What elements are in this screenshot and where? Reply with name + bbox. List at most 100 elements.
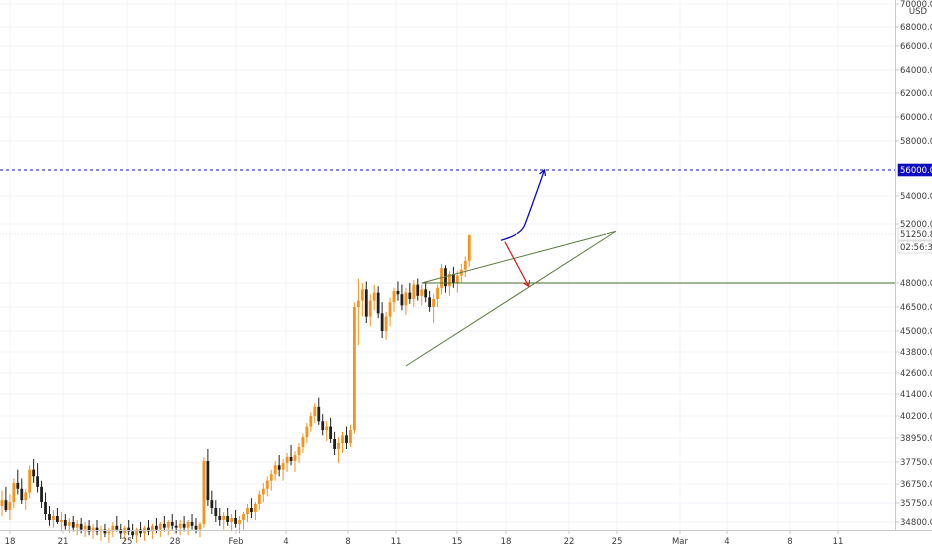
candle bbox=[277, 455, 281, 477]
candle bbox=[8, 494, 12, 520]
candle bbox=[155, 518, 158, 534]
x-tick-label: 18 bbox=[5, 537, 16, 547]
candle bbox=[353, 302, 356, 434]
candle bbox=[380, 302, 384, 338]
x-tick-label: 11 bbox=[833, 537, 844, 547]
candle bbox=[289, 445, 293, 466]
x-tick-label: 11 bbox=[391, 537, 402, 547]
x-tick-label: 4 bbox=[283, 537, 288, 547]
candle bbox=[293, 451, 297, 472]
candle bbox=[170, 514, 174, 530]
candle bbox=[234, 510, 237, 528]
candle bbox=[349, 424, 352, 447]
candle bbox=[436, 284, 439, 307]
candle bbox=[337, 437, 340, 464]
candle bbox=[12, 478, 16, 508]
y-tick-label: 40200.00 bbox=[900, 412, 932, 422]
candle bbox=[467, 234, 471, 267]
y-tick-label: 42600.00 bbox=[900, 369, 932, 379]
y-tick-label: 37750.00 bbox=[900, 458, 932, 468]
candle bbox=[28, 465, 32, 499]
bearish-arrow bbox=[504, 241, 530, 287]
currency-label: USD bbox=[909, 7, 928, 17]
candle bbox=[325, 421, 329, 441]
candle bbox=[404, 287, 408, 315]
bullish-arrow bbox=[500, 169, 546, 241]
candle bbox=[463, 256, 467, 278]
y-tick-label: 43800.00 bbox=[900, 348, 932, 358]
candle bbox=[285, 453, 289, 472]
candle bbox=[384, 311, 388, 340]
candle bbox=[305, 423, 309, 443]
candle bbox=[206, 449, 210, 506]
candle bbox=[143, 525, 146, 541]
candle bbox=[392, 287, 396, 312]
candle bbox=[368, 294, 372, 327]
candle bbox=[147, 520, 150, 536]
price-badges: 56000.00 51250.82 02:56:34 bbox=[897, 163, 932, 254]
candlestick-series bbox=[0, 234, 471, 543]
candle bbox=[428, 291, 432, 312]
candle bbox=[48, 506, 51, 526]
candle bbox=[218, 508, 222, 526]
candle bbox=[345, 426, 348, 449]
candle bbox=[412, 280, 416, 307]
bullish-arrow-head bbox=[539, 168, 547, 177]
y-tick-label: 68000.00 bbox=[900, 23, 932, 33]
candle bbox=[214, 500, 218, 522]
candle bbox=[432, 294, 435, 323]
candle bbox=[178, 520, 182, 536]
y-tick-label: 34800.00 bbox=[900, 518, 932, 528]
candle bbox=[91, 523, 95, 539]
candle bbox=[408, 283, 412, 304]
candle bbox=[87, 520, 91, 536]
candle bbox=[372, 284, 376, 311]
y-tick-label: 62000.00 bbox=[900, 89, 932, 99]
candle bbox=[273, 461, 277, 481]
candle bbox=[52, 510, 55, 528]
chart-grid bbox=[0, 0, 895, 530]
candle bbox=[166, 520, 170, 536]
candle bbox=[356, 278, 360, 345]
x-tick-label: 28 bbox=[170, 537, 181, 547]
pattern-drawings bbox=[0, 168, 895, 367]
y-tick-label: 64000.00 bbox=[900, 66, 932, 76]
y-tick-label: 54000.00 bbox=[900, 192, 932, 202]
candle bbox=[364, 281, 368, 323]
price-axis[interactable]: USD 70000.00 68000.00 66000.00 64000.00 6200… bbox=[895, 0, 932, 530]
candle bbox=[257, 490, 261, 510]
candle bbox=[24, 488, 28, 510]
candle bbox=[127, 520, 131, 536]
candle bbox=[242, 512, 245, 530]
candle bbox=[329, 417, 333, 443]
target-level-badge: 56000.00 bbox=[897, 163, 932, 177]
y-tick-label: 66000.00 bbox=[900, 42, 932, 52]
candle bbox=[261, 482, 265, 503]
y-tick-label: 48000.00 bbox=[900, 279, 932, 289]
candle bbox=[444, 265, 447, 293]
candle bbox=[83, 522, 87, 538]
candle bbox=[44, 492, 47, 520]
candle bbox=[194, 518, 198, 534]
candle bbox=[388, 297, 392, 327]
target-level-text: 56000.00 bbox=[900, 166, 932, 176]
candle bbox=[341, 431, 344, 453]
candle bbox=[313, 403, 317, 424]
candle bbox=[135, 527, 138, 543]
candle bbox=[67, 518, 71, 534]
y-tick-label: 41400.00 bbox=[900, 390, 932, 400]
candle bbox=[36, 463, 39, 493]
candle bbox=[269, 469, 273, 491]
time-axis[interactable]: 18 21 25 28 Feb 4 8 11 15 18 22 25 Mar 4 8 11 bbox=[0, 530, 932, 547]
candle bbox=[309, 412, 313, 432]
candle bbox=[162, 516, 166, 532]
candle bbox=[210, 490, 214, 514]
wedge-lower-line bbox=[405, 230, 617, 367]
candle bbox=[174, 520, 178, 534]
candle bbox=[56, 508, 59, 524]
candle bbox=[63, 514, 67, 530]
candle bbox=[396, 281, 400, 301]
candle bbox=[158, 522, 162, 538]
candle bbox=[0, 490, 4, 516]
